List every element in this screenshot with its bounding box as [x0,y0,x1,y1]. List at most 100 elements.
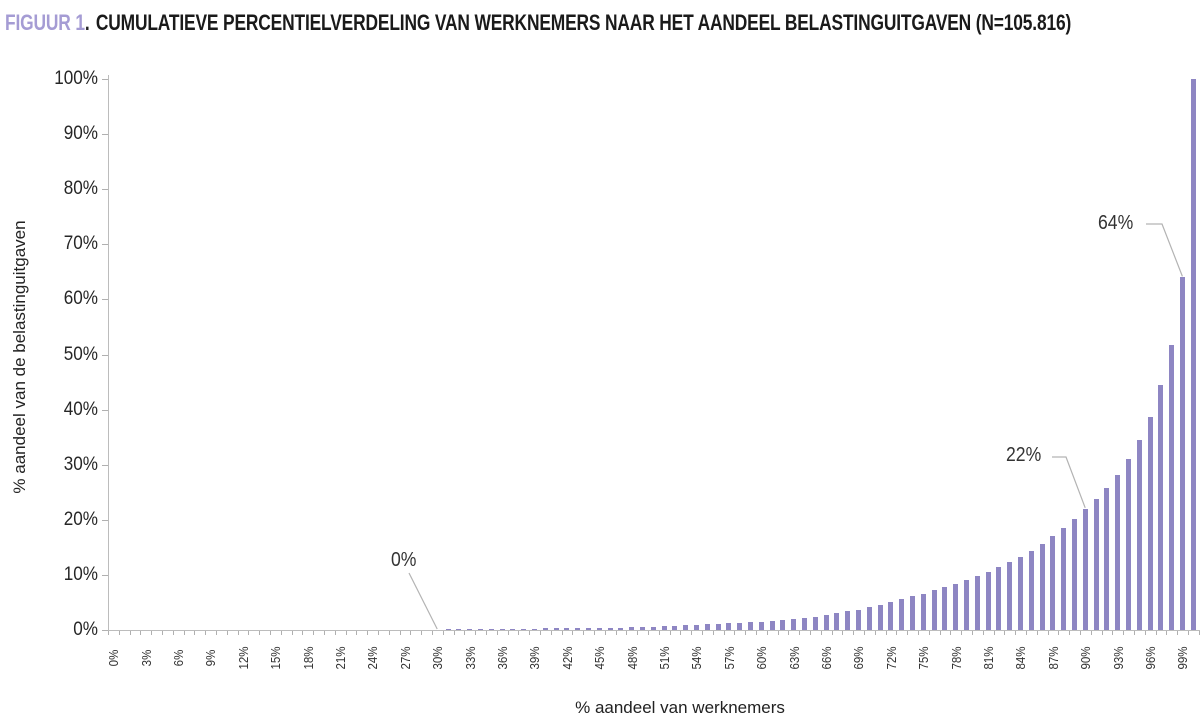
annotation-label: 22% [1006,444,1042,466]
y-axis-line [108,75,109,631]
x-tick-mark [648,631,649,635]
x-tick-mark [691,631,693,635]
x-tick-mark [820,631,822,635]
bar [942,587,948,630]
x-tick-mark [604,631,606,635]
bar [963,579,969,630]
x-tick-mark [410,631,412,635]
x-tick-mark [216,631,217,635]
x-tick-label: 57% [722,646,737,670]
y-tick-label: 90% [63,123,98,145]
annotation-leader-line [408,572,438,630]
x-tick-label: 96% [1144,646,1158,670]
bar [974,576,980,630]
x-tick-mark [421,631,423,635]
bar [477,629,483,630]
x-tick-label: 81% [982,646,996,670]
y-tick-label: 80% [63,178,98,200]
x-tick-mark [918,631,919,635]
bar [812,616,818,630]
x-tick-mark [615,631,617,635]
x-axis-title: % aandeel van werknemers [575,698,785,717]
x-tick-mark [529,631,531,635]
x-tick-mark [453,631,455,635]
x-tick-label: 3% [139,649,154,667]
x-tick-mark [432,631,433,635]
y-tick-mark [102,134,108,136]
x-tick-mark [291,631,293,635]
x-tick-mark [507,631,509,635]
x-tick-mark [1198,631,1200,635]
x-tick-mark [302,631,304,635]
y-tick-mark [102,354,108,356]
x-tick-label: 33% [463,646,478,670]
x-tick-mark [561,631,563,635]
x-tick-label: 99% [1176,646,1191,670]
x-tick-mark [572,631,574,635]
x-tick-mark [270,631,271,635]
x-tick-label: 87% [1046,646,1061,670]
x-tick-label: 69% [852,646,867,670]
bar [920,593,926,630]
annotation-leader-line [1052,456,1086,508]
bar [823,615,829,630]
x-tick-mark [108,631,109,635]
x-tick-label: 72% [884,646,899,670]
bar [1125,459,1131,630]
x-tick-label: 60% [755,646,770,670]
x-tick-mark [874,631,876,635]
bar [531,628,537,630]
bar [564,628,570,630]
x-tick-mark [712,631,714,635]
x-tick-mark [658,631,660,635]
x-tick-mark [982,631,984,635]
x-tick-mark [464,631,466,635]
y-axis-title: % aandeel van de belastinguitgaven [10,220,29,494]
x-tick-mark [140,631,142,635]
x-tick-mark [594,631,595,635]
bar [1017,556,1023,630]
x-tick-label: 18% [301,646,316,670]
bar [542,628,548,630]
x-tick-mark [1080,631,1081,635]
x-tick-mark [172,631,174,635]
x-tick-mark [1177,631,1179,635]
x-tick-mark [1026,631,1027,635]
x-tick-mark [853,631,855,635]
bar [1158,385,1164,630]
x-tick-label: 93% [1111,646,1126,670]
y-tick-mark [102,519,108,521]
y-tick-mark [102,299,108,301]
bar [899,599,905,630]
y-tick-label: 60% [63,288,98,310]
y-tick-label: 50% [63,343,98,365]
bar [737,622,743,630]
bar [758,621,764,630]
bar [1136,439,1142,630]
x-tick-label: 84% [1014,646,1029,670]
x-tick-mark [1155,631,1157,635]
bar [693,625,699,630]
x-tick-mark [723,631,725,635]
x-tick-mark [162,631,163,635]
x-tick-mark [356,631,358,635]
bar [456,629,462,630]
bar [877,605,883,630]
x-tick-mark [745,631,747,635]
x-tick-mark [118,631,120,635]
x-tick-mark [1069,631,1071,635]
x-tick-label: 39% [528,646,543,670]
bar [672,625,678,630]
bar [1190,79,1196,630]
x-tick-label: 27% [398,646,413,670]
bar [445,629,451,630]
bar [888,602,894,630]
y-tick-mark [102,79,108,80]
annotation-leader-line [1146,223,1183,277]
x-tick-mark [1123,631,1125,635]
bar [769,620,775,630]
bar [661,626,667,630]
bar [866,607,872,630]
x-tick-mark [702,631,703,635]
x-tick-mark [237,631,239,635]
